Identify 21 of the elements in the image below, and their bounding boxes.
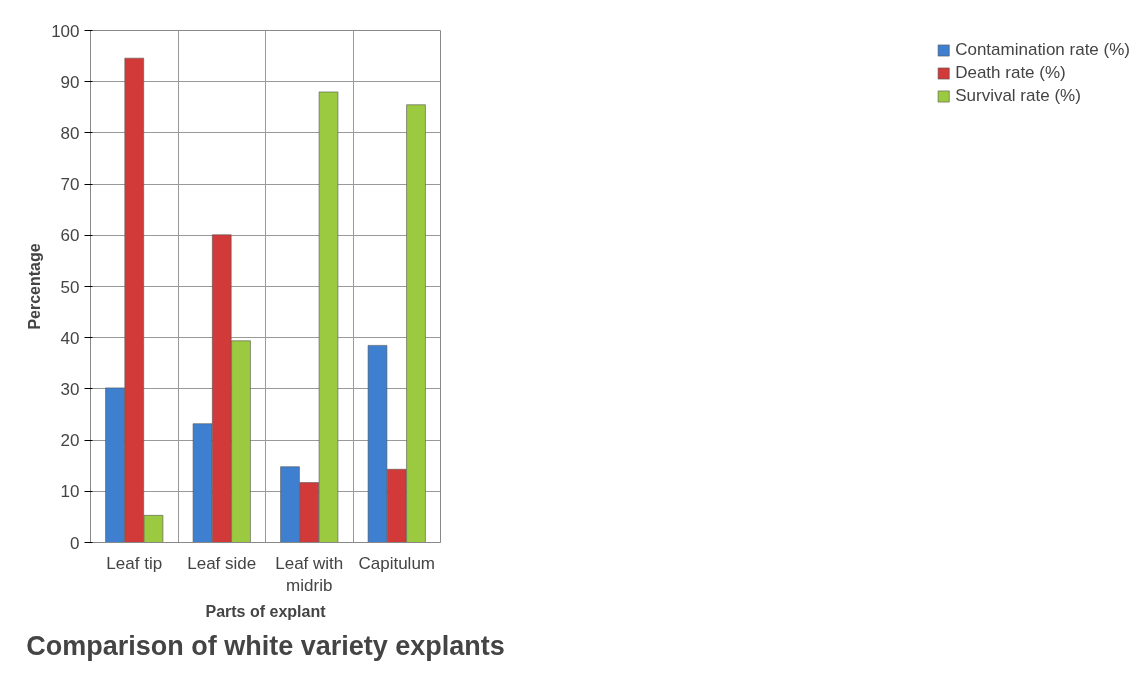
- legend-label: Contamination rate (%): [955, 40, 1130, 60]
- x-axis-title: Parts of explant: [205, 603, 327, 621]
- y-tick-label: 30: [60, 379, 80, 399]
- y-tick-label: 90: [60, 72, 80, 92]
- y-tick-label: 10: [60, 482, 80, 502]
- legend-label: Survival rate (%): [955, 86, 1081, 106]
- y-tick-label: 70: [60, 175, 80, 195]
- text: Comparison of white variety explants: [26, 630, 505, 661]
- y-tick-label: 50: [60, 277, 80, 297]
- y-tick-label: 40: [60, 328, 80, 348]
- y-tick-label: 60: [60, 226, 80, 246]
- y-axis-title: Percentage: [26, 243, 44, 330]
- x-tick-label: Capitulum: [358, 553, 436, 573]
- y-tick-label: 20: [60, 431, 80, 451]
- x-tick-label: Leaf side: [187, 553, 257, 573]
- x-tick-label: Leaf with midrib: [275, 553, 344, 596]
- legend-label: Death rate (%): [955, 63, 1066, 83]
- y-tick-label: 0: [70, 533, 80, 553]
- y-tick-label: 100: [51, 21, 80, 41]
- y-tick-label: 80: [60, 123, 80, 143]
- x-tick-label: Leaf tip: [106, 553, 163, 573]
